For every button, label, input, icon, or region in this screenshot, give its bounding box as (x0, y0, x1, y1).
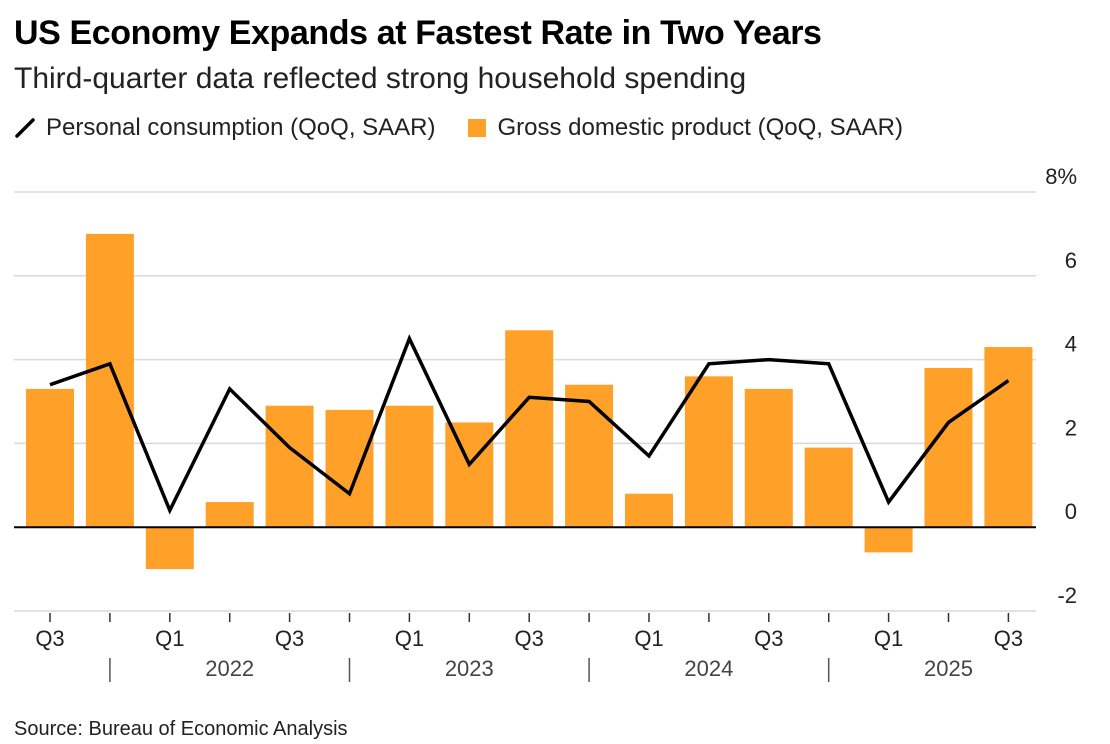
bar-gdp (984, 347, 1033, 528)
x-tick-label: Q3 (275, 626, 304, 651)
x-tick-label: Q1 (395, 626, 424, 651)
x-tick-label: Q1 (874, 626, 903, 651)
bar-gdp (325, 409, 374, 528)
legend-item-consumption: Personal consumption (QoQ, SAAR) (14, 114, 436, 142)
y-tick-label: -2 (1057, 583, 1077, 608)
line-swatch-icon (15, 118, 35, 138)
bar-swatch-icon (467, 119, 486, 137)
x-tick-label: Q3 (35, 626, 64, 651)
x-tick-label: Q1 (155, 626, 184, 651)
legend-item-gdp: Gross domestic product (QoQ, SAAR) (466, 114, 903, 142)
y-tick-label: 6 (1065, 248, 1077, 273)
year-label: 2024 (684, 656, 733, 681)
legend: Personal consumption (QoQ, SAAR) Gross d… (14, 114, 933, 142)
x-tick-label: Q3 (515, 626, 544, 651)
bar-gdp (265, 405, 314, 528)
y-tick-label: 4 (1065, 332, 1077, 357)
chart-subtitle: Third-quarter data reflected strong hous… (14, 62, 747, 95)
bar-gdp (145, 527, 194, 570)
bar-gdp (505, 330, 554, 528)
bar-layer (26, 233, 1033, 570)
year-label: 2023 (445, 656, 494, 681)
legend-label-gdp: Gross domestic product (QoQ, SAAR) (497, 114, 903, 141)
x-tick-label: Q3 (754, 626, 783, 651)
year-label: 2025 (924, 656, 973, 681)
bar-gdp (744, 388, 793, 528)
bar-gdp (385, 405, 434, 528)
y-axis-ticks: 8% 6 4 2 0 -2 (1045, 164, 1077, 608)
year-label: 2022 (205, 656, 254, 681)
chart-title: US Economy Expands at Fastest Rate in Tw… (14, 14, 822, 52)
bar-gdp (684, 376, 733, 528)
bar-gdp (565, 384, 614, 528)
source-note: Source: Bureau of Economic Analysis (14, 718, 348, 740)
x-axis: Q3 Q1 Q3 Q1 Q3 Q1 Q3 Q1 Q3 2022 2023 2024 2025 (35, 613, 1023, 682)
y-tick-label: 8% (1045, 164, 1077, 189)
bar-gdp (26, 388, 74, 528)
x-tick-label: Q3 (994, 626, 1023, 651)
x-tick-label: Q1 (634, 626, 663, 651)
y-tick-label: 0 (1065, 499, 1077, 524)
bar-gdp (924, 367, 973, 528)
legend-label-consumption: Personal consumption (QoQ, SAAR) (46, 114, 436, 141)
bar-gdp (804, 447, 853, 528)
bar-gdp (205, 502, 254, 528)
bar-gdp (625, 493, 673, 528)
y-tick-label: 2 (1065, 415, 1077, 440)
bar-gdp (85, 233, 134, 528)
bar-gdp (445, 422, 494, 528)
line-layer (49, 334, 1010, 515)
bar-gdp (864, 527, 913, 553)
